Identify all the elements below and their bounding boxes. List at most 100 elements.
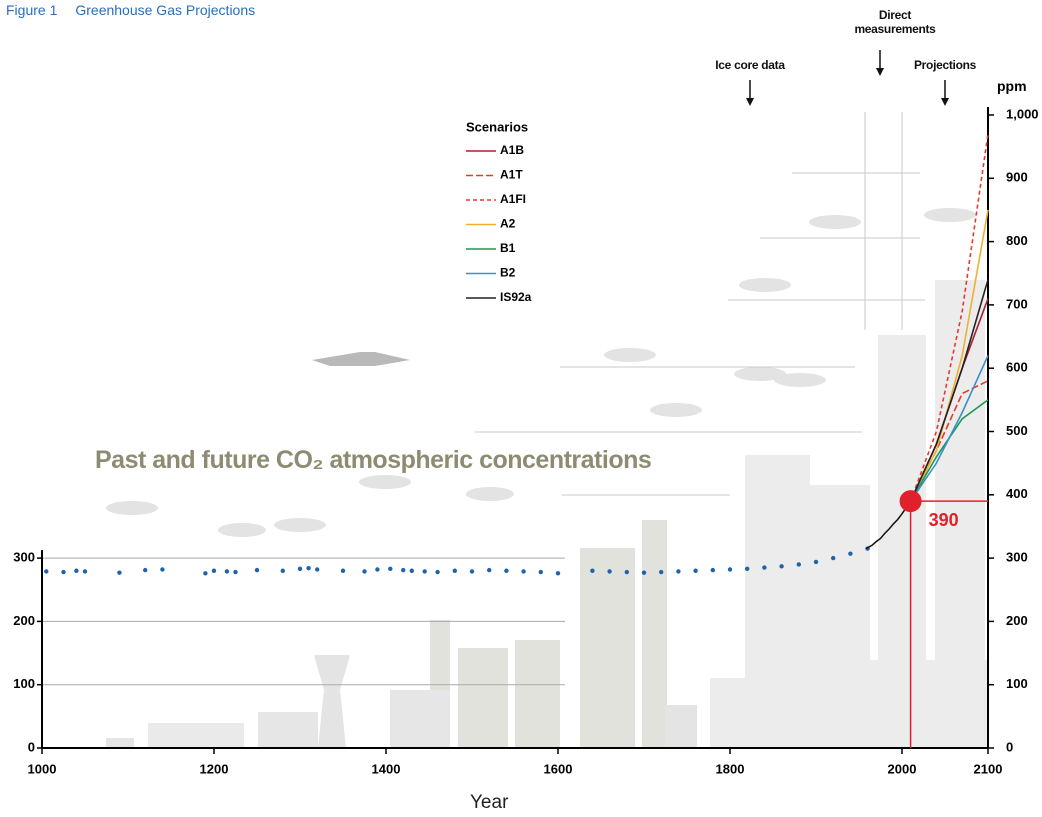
ice-core-point — [117, 570, 121, 574]
x-tick-label: 1400 — [372, 761, 401, 776]
x-tick-label: 1800 — [716, 761, 745, 776]
ice-core-point — [762, 565, 766, 569]
cloud — [604, 348, 656, 362]
truck — [148, 723, 244, 748]
ice-core-point — [711, 568, 715, 572]
airplane — [312, 352, 410, 366]
legend-label: A2 — [500, 217, 516, 231]
house — [665, 705, 697, 748]
y-tick-label: 1,000 — [1006, 106, 1039, 121]
ice-core-point — [504, 569, 508, 573]
ice-core-point — [388, 567, 392, 571]
ice-core-point — [779, 564, 783, 568]
y-tick-label: 0 — [1006, 739, 1013, 754]
figure-caption: Figure 1 Greenhouse Gas Projections — [6, 2, 273, 18]
chart-title: Past and future CO₂ atmospheric concentr… — [95, 446, 651, 475]
ice-core-point — [74, 569, 78, 573]
ice-core-point — [410, 569, 414, 573]
ice-core-point — [255, 568, 259, 572]
chart: 010020030001002003004005006007008009001,… — [0, 0, 1042, 817]
y2-tick-label: 300 — [13, 550, 35, 565]
annotation-arrowhead — [941, 98, 949, 106]
x-axis-label: Year — [470, 792, 508, 814]
ice-core-point — [539, 570, 543, 574]
ice-core-point — [693, 569, 697, 573]
x-tick-label: 1000 — [28, 761, 57, 776]
page: {"figure_label": "Figure 1", "figure_tit… — [0, 0, 1042, 817]
ice-core-point — [487, 568, 491, 572]
legend-title: Scenarios — [466, 119, 528, 134]
legend-label: A1FI — [500, 192, 526, 206]
annotation-arrowhead — [876, 68, 884, 76]
legend-label: B1 — [500, 241, 516, 255]
y2-tick-label: 200 — [13, 613, 35, 628]
cloud — [809, 215, 861, 229]
figure-title: Greenhouse Gas Projections — [75, 2, 255, 18]
ice-core-point — [659, 570, 663, 574]
cloud — [774, 373, 826, 387]
ice-core-point — [212, 569, 216, 573]
legend-label: B2 — [500, 266, 516, 280]
y2-tick-label: 100 — [13, 676, 35, 691]
ice-core-point — [590, 569, 594, 573]
ice-core-point — [203, 571, 207, 575]
ice-core-point — [423, 569, 427, 573]
tank — [458, 648, 508, 748]
annotation-arrowhead — [746, 98, 754, 106]
ice-core-point — [745, 567, 749, 571]
ice-core-point — [676, 569, 680, 573]
x-tick-label: 2000 — [888, 761, 917, 776]
legend-label: A1B — [500, 143, 524, 157]
highlight-point — [900, 490, 922, 512]
ice-core-point — [160, 567, 164, 571]
ice-core-point — [401, 568, 405, 572]
ice-core-point — [83, 569, 87, 573]
building — [745, 455, 810, 748]
cloud — [274, 518, 326, 532]
ice-core-point — [306, 566, 310, 570]
y-tick-label: 700 — [1006, 296, 1028, 311]
legend-label: IS92a — [500, 290, 532, 304]
ice-core-point — [848, 551, 852, 555]
ice-core-point — [521, 569, 525, 573]
y-tick-label: 900 — [1006, 170, 1028, 185]
y-tick-label: 100 — [1006, 676, 1028, 691]
ice-core-point — [225, 569, 229, 573]
y-tick-label: 400 — [1006, 486, 1028, 501]
ice-core-point — [375, 567, 379, 571]
annotation: Direct measurements — [850, 8, 940, 36]
tank — [515, 640, 560, 748]
building — [935, 280, 985, 665]
cloud — [106, 501, 158, 515]
y-tick-label: 300 — [1006, 550, 1028, 565]
factory — [258, 712, 318, 748]
ice-core-point — [61, 570, 65, 574]
factory — [390, 690, 450, 748]
ice-core-point — [797, 562, 801, 566]
annotation: Projections — [895, 58, 995, 72]
cloud — [650, 403, 702, 417]
tower — [642, 520, 667, 748]
cloud — [466, 487, 514, 501]
cooling-tower — [314, 655, 350, 748]
x-tick-label: 1600 — [544, 761, 573, 776]
ice-core-point — [556, 571, 560, 575]
annotation: Ice core data — [690, 58, 810, 72]
ice-core-point — [625, 570, 629, 574]
y2-tick-label: 0 — [28, 739, 35, 754]
ice-core-point — [143, 568, 147, 572]
tower — [580, 548, 635, 748]
y-tick-label: 800 — [1006, 233, 1028, 248]
ice-core-point — [470, 569, 474, 573]
y-axis-label: ppm — [997, 78, 1027, 94]
cloud — [739, 278, 791, 292]
ice-core-point — [814, 560, 818, 564]
highlight-label: 390 — [929, 510, 959, 530]
ice-core-point — [831, 556, 835, 560]
y-tick-label: 600 — [1006, 360, 1028, 375]
ice-core-point — [435, 570, 439, 574]
figure-label: Figure 1 — [6, 2, 57, 18]
building — [848, 660, 988, 748]
illustration — [106, 112, 988, 748]
ice-core-point — [315, 567, 319, 571]
